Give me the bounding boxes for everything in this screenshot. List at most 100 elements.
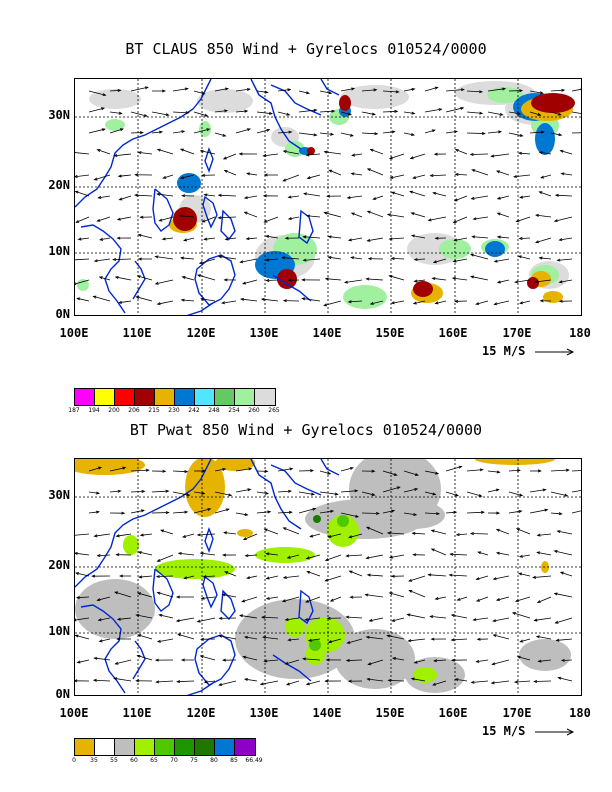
wind-vector [328,256,342,260]
wind-vector-head [432,191,437,195]
wind-vector-head [345,658,350,662]
wind-vector-head [388,275,393,279]
wind-vector-head [518,554,523,558]
wind-vector [351,256,363,260]
wind-vector [382,486,400,493]
wind-vector-head [481,131,486,135]
wind-vector-head [325,658,330,662]
wind-vector [346,659,363,661]
wind-vector [310,533,321,538]
wind-vector-head [553,219,558,223]
wind-vector [408,638,426,642]
wind-vector [558,677,573,682]
wind-vector-head [430,548,435,552]
wind-vector-head [535,213,540,217]
wind-vector-head [92,678,97,682]
wind-vector [382,110,398,113]
wind-vector [263,636,279,640]
wind-vector [361,512,379,514]
wind-vector-head [179,256,185,260]
wind-vector-head [75,551,78,556]
wind-vector-head [310,492,316,496]
wind-vector-head [388,237,393,241]
wind-vector [283,527,300,535]
wind-vector-head [346,196,351,200]
wind-vector [466,511,484,514]
wind-vector-head [138,575,143,579]
wind-vector [151,111,169,116]
wind-vector-head [222,133,227,137]
wind-vector [245,554,258,557]
wind-vector-head [364,593,369,597]
wind-vector-head [186,493,191,497]
wind-vector-head [533,618,538,622]
wind-vector-head [287,216,292,221]
map1-ytick-0n: 0N [55,307,70,321]
wind-vector-head [472,618,477,622]
wind-vector [172,491,190,496]
wind-vector-head [198,261,203,265]
wind-vector-head [162,89,166,93]
wind-vector-head [347,112,352,116]
coastline [272,274,312,302]
wind-vector [414,258,426,261]
wind-vector [434,659,447,662]
wind-vector-head [284,236,289,240]
wind-vector-head [154,658,159,662]
wind-vector [367,574,384,577]
wind-vector [470,276,489,281]
wind-vector-head [97,195,102,199]
wind-vector-head [553,550,558,554]
wind-vector-head [158,218,163,222]
wind-vector [114,677,132,682]
map1-colorbar-label: 187 [68,407,80,414]
wind-vector-head [517,255,522,259]
wind-vector-head [365,635,370,639]
wind-vector [346,616,363,619]
pwat-region [519,639,571,671]
wind-vector-head [313,108,318,112]
wind-vector-head [391,618,396,622]
wind-vector-head [460,88,465,92]
wind-vector [554,216,573,222]
wind-vector [214,110,228,113]
wind-vector-head [183,576,188,580]
wind-vector [424,129,435,134]
wind-vector [200,655,216,661]
wind-vector-head [453,510,458,514]
wind-vector [184,575,195,579]
coastline [132,260,146,300]
wind-vector [455,678,468,682]
wind-vector-head [372,197,377,200]
wind-vector [540,174,552,179]
wind-vector-head [460,106,465,110]
wind-vector [330,596,342,602]
wind-vector-head [200,596,205,600]
wind-vector-head [431,277,436,281]
wind-vector [496,552,510,556]
wind-vector [557,258,573,261]
wind-vector-head [141,489,146,494]
wind-vector [325,575,342,582]
wind-vector-head [432,260,437,264]
wind-vector [197,617,216,623]
wind-vector-head [537,112,542,116]
wind-vector-head [346,640,351,644]
wind-vector [471,195,489,200]
pwat-region [313,515,321,523]
wind-vector [388,679,405,682]
wind-vector-head [99,237,104,241]
wind-vector-head [554,193,559,197]
wind-vector-head [351,87,356,91]
map1-colorbar-label: 206 [128,407,140,414]
wind-vector-head [95,510,100,514]
wind-vector [93,679,111,682]
wind-vector [235,88,250,92]
wind-vector-head [558,299,563,303]
wind-vector-head [263,219,268,223]
wind-vector [535,237,552,243]
wind-vector-head [143,113,148,117]
wind-vector-head [475,302,480,306]
wind-vector [193,111,208,117]
wind-vector [78,237,90,240]
